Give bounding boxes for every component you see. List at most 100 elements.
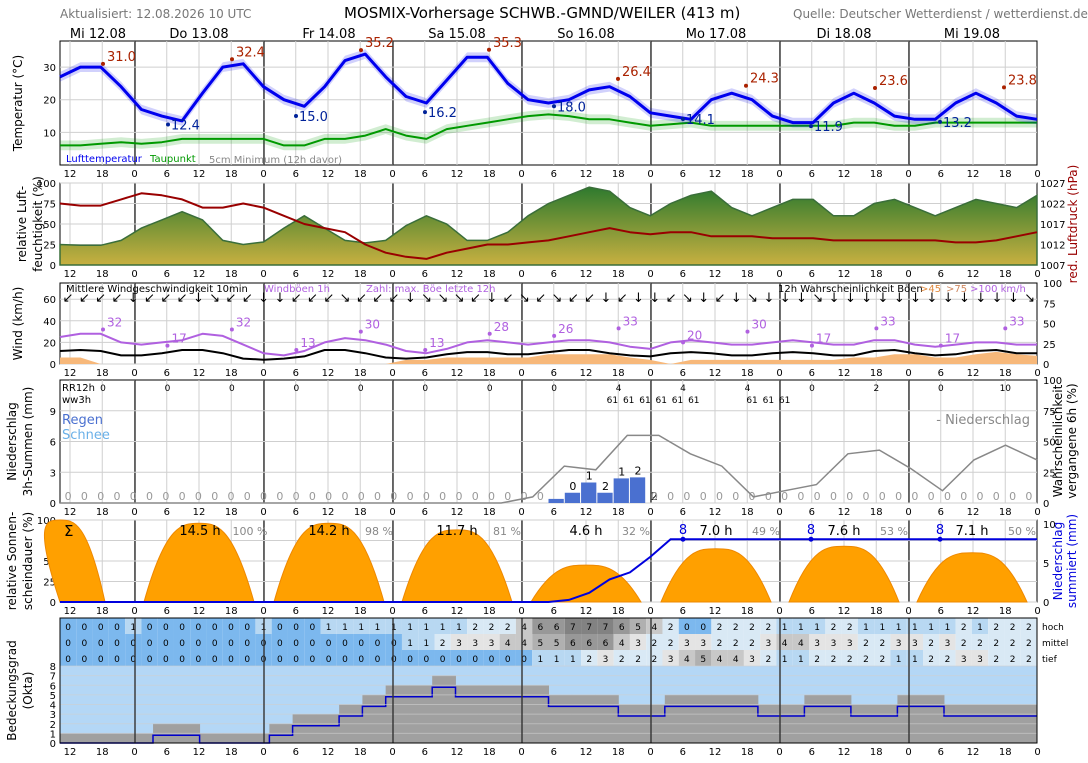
precip-zero: 0 — [211, 490, 218, 503]
cloud-cell — [483, 650, 500, 666]
cloud-value: 0 — [489, 655, 495, 665]
cloud-cell — [450, 618, 468, 634]
y-tick-label: 25 — [43, 241, 56, 252]
cloud-value: 4 — [651, 623, 657, 633]
hour-tick-label: 0 — [647, 169, 653, 180]
hour-tick-label: 12 — [64, 269, 77, 280]
hour-tick-label: 12 — [838, 368, 851, 379]
wind-arrow: ↓ — [731, 291, 742, 306]
wind-arrow: ↘ — [340, 291, 351, 306]
y2-tick-label: 5 — [1043, 559, 1049, 570]
cloud-cell — [906, 650, 924, 666]
cloud-value: 3 — [847, 639, 853, 649]
cloud-cell — [385, 650, 402, 666]
cloud-value: 2 — [879, 639, 885, 649]
rr12h-label: RR12h — [62, 383, 95, 394]
cloud-value: 1 — [782, 623, 788, 633]
hour-tick-label: 6 — [938, 269, 944, 280]
cloud-value: 2 — [1026, 639, 1032, 649]
cloud-value: 1 — [863, 623, 869, 633]
min-marker — [423, 110, 427, 115]
hour-tick-label: 0 — [1034, 368, 1040, 379]
wind-arrow: ↓ — [845, 291, 856, 306]
panel-frame — [59, 40, 1038, 166]
cloud-value: 2 — [1010, 655, 1016, 665]
sunshine-area — [916, 552, 1028, 603]
min-marker — [294, 114, 298, 119]
cloud-value: 0 — [310, 639, 316, 649]
y-tick-label: 0 — [50, 739, 56, 750]
y-axis-label: Temperatur (°C) — [11, 55, 25, 152]
hour-tick-label: 12 — [64, 368, 77, 379]
cloud-cell — [629, 618, 647, 634]
hour-tick-label: 12 — [322, 269, 335, 280]
cloud-value: 3 — [749, 655, 755, 665]
precip-zero: 0 — [309, 490, 316, 503]
sunshine-percent: 100 % — [233, 525, 268, 538]
cloud-cell — [271, 618, 288, 634]
cloud-cell — [385, 618, 402, 634]
hour-tick-label: 12 — [709, 169, 722, 180]
hour-tick-label: 12 — [580, 507, 593, 518]
cloud-value: 0 — [277, 655, 283, 665]
precip-zero: 0 — [977, 490, 984, 503]
wind-arrow: ↓ — [910, 291, 921, 306]
y-tick-label: 0 — [50, 360, 56, 371]
y-tick-label: 6 — [50, 438, 56, 449]
cloud-total-bar — [222, 733, 247, 743]
cloud-cell — [141, 650, 158, 666]
cloud-cell — [792, 650, 810, 666]
cloud-cell — [434, 634, 451, 650]
ww3h-value: 61 — [623, 396, 634, 406]
source-label: Quelle: Deutscher Wetterdienst / wetterd… — [793, 7, 1088, 21]
cloud-value: 2 — [977, 639, 983, 649]
wind-arrow: ↓ — [1008, 291, 1019, 306]
hour-tick-label: 0 — [905, 169, 911, 180]
cloud-value: 0 — [310, 655, 316, 665]
y2-tick-label: 1012 — [1040, 241, 1065, 252]
hour-tick-label: 18 — [483, 169, 496, 180]
wind-arrow: ↓ — [894, 291, 905, 306]
hour-tick-label: 12 — [322, 507, 335, 518]
cloud-value: 0 — [700, 623, 706, 633]
gust-max-label: 30 — [365, 318, 380, 332]
max-temp-label: 31.0 — [107, 50, 136, 65]
hour-tick-label: 6 — [551, 269, 557, 280]
cloud-cell — [613, 650, 630, 666]
cloud-value: 0 — [277, 623, 283, 633]
hour-tick-label: 18 — [483, 507, 496, 518]
rr12h-value: 10 — [1000, 384, 1012, 394]
cloud-value: 1 — [945, 623, 951, 633]
cloud-value: 0 — [375, 655, 381, 665]
cloud-value: 2 — [814, 655, 820, 665]
cloud-value: 2 — [651, 655, 657, 665]
hour-tick-label: 0 — [131, 169, 137, 180]
wind-arrow: ↙ — [568, 291, 579, 306]
wind-arrow: ↙ — [111, 291, 122, 306]
y-tick-label: 100 — [37, 179, 56, 190]
max-temp-label: 24.3 — [750, 72, 779, 87]
y2-tick-label: 100 — [1043, 376, 1062, 387]
cloud-cell — [874, 650, 891, 666]
min-marker — [166, 122, 170, 127]
wind-arrow: ↓ — [926, 291, 937, 306]
cloud-value: 2 — [505, 623, 511, 633]
hour-tick-label: 6 — [809, 507, 815, 518]
cloud-value: 2 — [928, 639, 934, 649]
hour-tick-label: 12 — [967, 747, 980, 758]
hour-tick-label: 0 — [131, 269, 137, 280]
cloud-cell — [125, 650, 142, 666]
wind-arrow: ↙ — [535, 291, 546, 306]
cloud-total-bar — [734, 694, 759, 743]
cloud-cell — [206, 650, 223, 666]
cloud-value: 2 — [717, 639, 723, 649]
rr12h-value: 0 — [358, 384, 364, 394]
precip-zero: 0 — [814, 490, 821, 503]
cloud-cell — [809, 618, 826, 634]
cloud-cell — [711, 634, 728, 650]
hour-tick-label: 18 — [96, 606, 109, 617]
sunshine-hours: 7.0 h — [699, 524, 732, 539]
rr12h-value: 0 — [165, 384, 171, 394]
hour-tick-label: 0 — [1034, 606, 1040, 617]
